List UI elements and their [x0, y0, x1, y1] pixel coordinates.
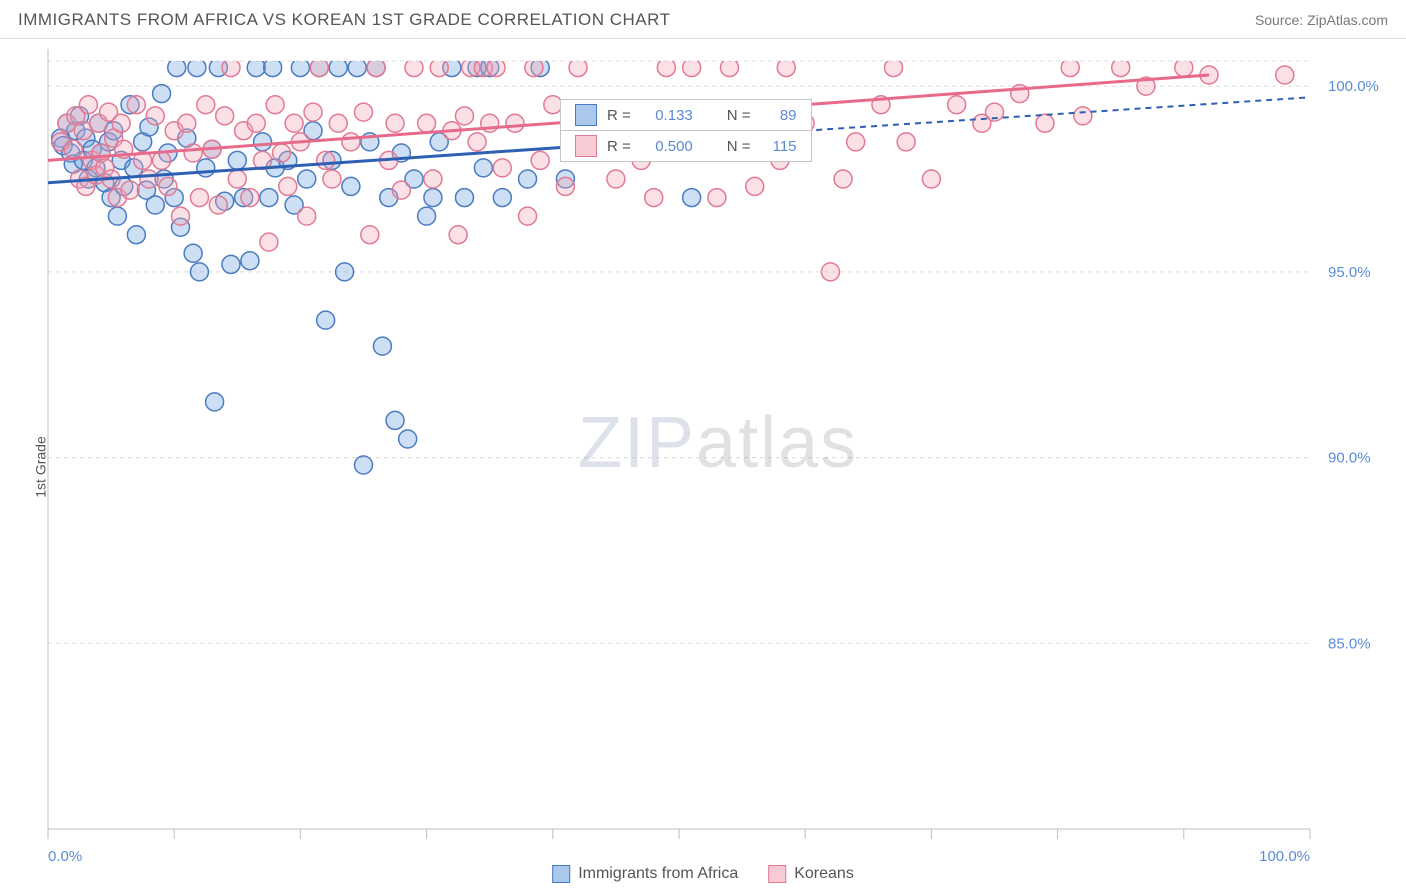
n-value: 89 — [761, 107, 797, 124]
r-label: R = — [607, 107, 631, 124]
stats-legend-row: R = 0.500 N = 115 — [561, 130, 811, 161]
stats-legend-row: R = 0.133 N = 89 — [561, 100, 811, 130]
legend-swatch — [575, 135, 597, 157]
legend-label: Immigrants from Africa — [578, 865, 738, 883]
chart-area: 1st Grade 85.0% 90.0% 95.0% 100.0% 0.0% 100.0… — [0, 39, 1406, 894]
svg-text:100.0%: 100.0% — [1259, 848, 1310, 865]
n-value: 115 — [761, 138, 797, 155]
svg-text:0.0%: 0.0% — [48, 848, 82, 865]
svg-text:90.0%: 90.0% — [1328, 450, 1371, 467]
r-label: R = — [607, 138, 631, 155]
svg-text:100.0%: 100.0% — [1328, 78, 1379, 95]
n-label: N = — [727, 107, 751, 124]
svg-text:85.0%: 85.0% — [1328, 635, 1371, 652]
legend-swatch — [552, 865, 570, 883]
y-axis-label: 1st Grade — [33, 436, 49, 497]
series-legend: Immigrants from Africa Koreans — [552, 865, 854, 883]
legend-swatch — [575, 104, 597, 126]
source-label: Source: ZipAtlas.com — [1255, 12, 1388, 28]
legend-swatch — [768, 865, 786, 883]
legend-label: Koreans — [794, 865, 854, 883]
svg-text:95.0%: 95.0% — [1328, 264, 1371, 281]
chart-header: IMMIGRANTS FROM AFRICA VS KOREAN 1ST GRA… — [0, 0, 1406, 39]
stats-legend: R = 0.133 N = 89 R = 0.500 N = 115 — [560, 99, 812, 162]
scatter-chart: 85.0% 90.0% 95.0% 100.0% 0.0% 100.0% — [0, 39, 1406, 894]
n-label: N = — [727, 138, 751, 155]
chart-title: IMMIGRANTS FROM AFRICA VS KOREAN 1ST GRA… — [18, 10, 670, 30]
legend-item: Koreans — [768, 865, 854, 883]
r-value: 0.500 — [641, 138, 693, 155]
legend-item: Immigrants from Africa — [552, 865, 738, 883]
r-value: 0.133 — [641, 107, 693, 124]
